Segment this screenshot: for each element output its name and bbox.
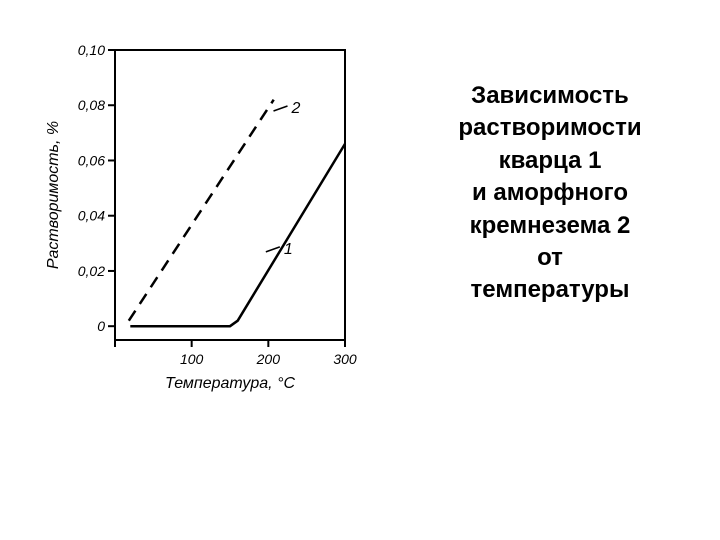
caption-line: растворимости <box>400 112 700 144</box>
svg-text:300: 300 <box>333 351 357 367</box>
page: 100 200 300 0 0,02 0,04 0,06 0,08 0,10 Температур… <box>0 0 720 540</box>
caption-line: Зависимость <box>400 80 700 112</box>
caption-line: кремнезема 2 <box>400 210 700 242</box>
svg-text:Растворимость, %: Растворимость, % <box>45 121 62 269</box>
svg-text:1: 1 <box>284 241 293 258</box>
caption-line: от <box>400 242 700 274</box>
svg-text:0,06: 0,06 <box>78 152 105 168</box>
svg-text:0,02: 0,02 <box>78 263 105 279</box>
chart-svg: 100 200 300 0 0,02 0,04 0,06 0,08 0,10 Температур… <box>40 40 370 440</box>
svg-text:0,10: 0,10 <box>78 42 105 58</box>
svg-text:100: 100 <box>180 351 204 367</box>
svg-text:0,08: 0,08 <box>78 97 105 113</box>
caption-line: и аморфного <box>400 177 700 209</box>
svg-text:0,04: 0,04 <box>78 208 105 224</box>
svg-text:0: 0 <box>97 318 105 334</box>
svg-text:200: 200 <box>256 351 281 367</box>
chart-caption: Зависимость растворимости кварца 1 и амо… <box>400 80 700 307</box>
caption-line: кварца 1 <box>400 145 700 177</box>
solubility-chart: 100 200 300 0 0,02 0,04 0,06 0,08 0,10 Температур… <box>40 40 370 440</box>
svg-text:Температура, °С: Температура, °С <box>165 375 295 392</box>
svg-text:2: 2 <box>291 100 301 117</box>
caption-line: температуры <box>400 274 700 306</box>
